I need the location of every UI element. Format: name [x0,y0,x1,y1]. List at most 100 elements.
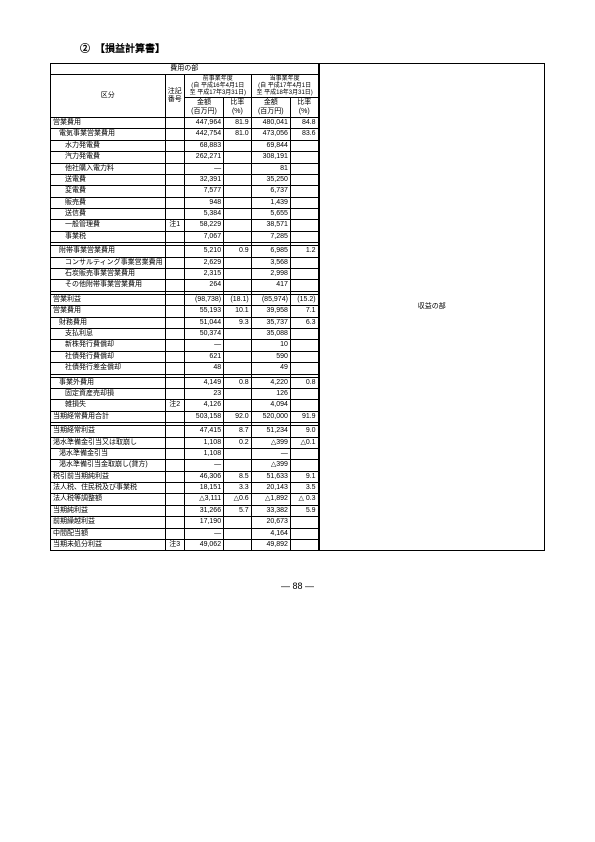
ratio-curr: 1.2 [290,246,318,257]
amount-curr: △399 [251,460,290,471]
row-note [165,460,184,471]
row-label: 事業外費用 [51,377,166,388]
ratio-prev [224,351,252,362]
row-note [165,197,184,208]
table-row: 一般管理費注158,22938,571 [51,220,319,231]
row-note [165,494,184,505]
ratio-prev [224,388,252,399]
ratio-curr [290,363,318,374]
table-row: 他社購入電力料—81 [51,163,319,174]
row-label: 当期未処分利益 [51,540,166,551]
ratio-curr [290,197,318,208]
ratio-curr: 9.0 [290,426,318,437]
table-row: 新株発行費償却—10 [51,340,319,351]
row-note [165,186,184,197]
amount-prev: 5,210 [184,246,223,257]
table-row: 渇水準備金引当1,108— [51,448,319,459]
table-row: 営業費用447,96481.9480,04184.8 [51,117,319,128]
row-note [165,231,184,242]
row-note [165,363,184,374]
row-label: 当期純利益 [51,505,166,516]
amount-prev: 23 [184,388,223,399]
ratio-prev [224,269,252,280]
amount-curr: 49 [251,363,290,374]
row-label: 一般管理費 [51,220,166,231]
ratio-curr [290,460,318,471]
row-note [165,471,184,482]
amount-prev: 31,266 [184,505,223,516]
amount-prev: — [184,163,223,174]
table-row: 送信費5,3845,655 [51,209,319,220]
table-row: 法人税、住民税及び事業税18,1513.320,1433.5 [51,483,319,494]
ratio-curr [290,400,318,411]
ratio-prev [224,528,252,539]
ratio-prev: △0.6 [224,494,252,505]
ratio-prev: 9.3 [224,317,252,328]
row-note [165,505,184,516]
amount-curr: 38,571 [251,220,290,231]
table-row: 渇水準備金引当又は取崩し1,1080.2△399△0.1 [51,437,319,448]
row-label: 汽力発電費 [51,152,166,163]
amount-curr: 7,285 [251,231,290,242]
row-label: 前期繰越利益 [51,517,166,528]
table-row: 販売費9481,439 [51,197,319,208]
amount-prev: (98,738) [184,294,223,305]
table-row: 中間配当額—4,164 [51,528,319,539]
ratio-prev [224,400,252,411]
ratio-prev [224,460,252,471]
expense-table: 費用の部区分注記番号前事業年度(自 平成16年4月1日至 平成17年3月31日)… [50,63,319,551]
amount-prev: 5,384 [184,209,223,220]
row-note [165,328,184,339]
ratio-prev: 10.1 [224,306,252,317]
col-hdr: 比率(%) [290,98,318,118]
row-label: 社債発行費償却 [51,351,166,362]
ratio-prev [224,220,252,231]
row-note [165,351,184,362]
ratio-curr [290,388,318,399]
amount-curr: 35,088 [251,328,290,339]
amount-curr: 4,220 [251,377,290,388]
amount-prev: 58,229 [184,220,223,231]
col-hdr: 金額(百万円) [251,98,290,118]
ratio-curr [290,140,318,151]
row-label: 法人税、住民税及び事業税 [51,483,166,494]
amount-prev: 7,067 [184,231,223,242]
ratio-prev: 81.9 [224,117,252,128]
ratio-prev: 5.7 [224,505,252,516]
ratio-curr [290,257,318,268]
ratio-prev [224,363,252,374]
amount-curr: 126 [251,388,290,399]
amount-prev: 50,374 [184,328,223,339]
row-label: 渇水準備金引当 [51,448,166,459]
ratio-prev [224,280,252,291]
amount-prev: 262,271 [184,152,223,163]
ratio-prev [224,328,252,339]
amount-prev: 46,306 [184,471,223,482]
row-label: 事業税 [51,231,166,242]
row-label: 雑損失 [51,400,166,411]
row-label: 渇水準備引当金取崩し(貸方) [51,460,166,471]
table-row: 事業外費用4,1490.84,2200.8 [51,377,319,388]
table-row: 石炭販売事業営業費用2,3152,998 [51,269,319,280]
amount-curr: 480,041 [251,117,290,128]
row-note [165,340,184,351]
row-note [165,294,184,305]
ratio-curr: 83.6 [290,129,318,140]
table-row: 事業税 7,067 7,285 [51,231,319,242]
amount-prev: 7,577 [184,186,223,197]
ratio-curr [290,220,318,231]
amount-curr: 35,250 [251,174,290,185]
amount-curr: 33,382 [251,505,290,516]
amount-curr: 39,958 [251,306,290,317]
row-note [165,174,184,185]
col-kubun: 区分 [51,75,166,118]
amount-prev: 17,190 [184,517,223,528]
row-note [165,152,184,163]
ratio-prev: 81.0 [224,129,252,140]
row-note [165,388,184,399]
revenue-table: 収益の部 [319,63,545,551]
col-hdr: 比率(%) [224,98,252,118]
amount-prev: 1,108 [184,448,223,459]
table-row: 当期経常利益47,4158.751,2349.0 [51,426,319,437]
period-curr: 当事業年度(自 平成17年4月1日至 平成18年3月31日) [251,75,318,98]
